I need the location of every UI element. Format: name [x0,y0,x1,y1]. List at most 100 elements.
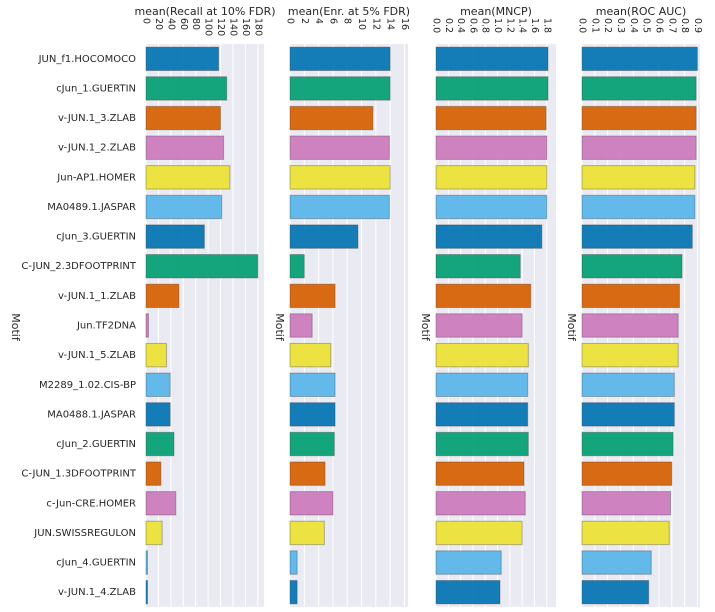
panel-1-tick-label: 60 [178,18,189,30]
category-label-jun-swissregulon: JUN.SWISSREGULON [33,528,136,539]
panel-1-bar-v-jun-1-1-zlab [145,283,180,309]
category-label-c-jun-1-3dfootprint: C-JUN_1.3DFOOTPRINT [21,469,137,480]
panel-1-bar-cjun-3-guertin [145,224,205,249]
panel-3-bar-cjun-2-guertin [435,431,529,457]
category-label-jun-ap1-homer: Jun-AP1.HOMER [56,172,136,183]
panel-3-tick-label: 1.2 [504,18,515,33]
panel-3-title: mean(MNCP) [460,5,532,18]
panel-3-bar-jun-ap1-homer [435,165,548,190]
panel-3-tick-label: 0.6 [467,18,478,33]
category-label-v-jun-1-2-zlab: v-JUN.1_2.ZLAB [58,143,136,154]
panel-3-bar-jun-tf2dna [435,313,523,338]
panel-1-tick-label: 140 [227,18,238,36]
panel-1-tick-label: 180 [252,18,263,36]
panel-4-bar-jun-f1-hocomoco [581,46,698,72]
category-label-c-jun-2-3dfootprint: C-JUN_2.3DFOOTPRINT [21,261,137,272]
panel-1-bar-jun-tf2dna [145,313,149,338]
panel-1-bar-cjun-4-guertin [145,550,148,575]
panel-3-bar-v-jun-1-5-zlab [435,342,529,368]
panel-1-bar-cjun-2-guertin [145,431,175,457]
panel-3-bar-cjun-3-guertin [435,224,543,249]
panel-1-title: mean(Recall at 10% FDR) [134,5,275,18]
panel-4-bar-v-jun-1-5-zlab [581,342,679,368]
panel-3-bar-m2289-1-02-cis-bp [435,372,529,397]
panel-4-bar-cjun-1-guertin [581,76,697,101]
panel-2-bar-cjun-3-guertin [289,224,359,249]
panel-1-bar-ma0489-1-jaspar [145,194,223,220]
panel-2-tick-label: 12 [370,18,381,30]
panel-4-bar-jun-tf2dna [581,313,679,338]
category-label-ma0489-1-jaspar: MA0489.1.JASPAR [47,202,136,213]
panel-4-tick-label: 0.3 [615,18,626,33]
panel-2-bar-ma0488-1-jaspar [289,402,336,427]
panel-3-bar-jun-f1-hocomoco [435,46,549,72]
panel-1-tick-label: 0 [141,18,152,24]
panel-2-bar-c-jun-cre-homer [289,491,334,516]
panel-3-bar-v-jun-1-3-zlab [435,105,547,131]
panel-3-tick-label: 0.0 [431,18,442,33]
panel-3-tick-label: 1.8 [541,18,552,33]
panel-2-bar-cjun-1-guertin [289,76,391,101]
panel-4-bar-jun-ap1-homer [581,165,696,190]
panel-1-ylabel: Motif [9,313,22,342]
panel-2-tick-label: 2 [299,18,310,24]
panel-3-bar-ma0488-1-jaspar [435,402,529,427]
panel-3-tick-label: 0.2 [443,18,454,33]
panel-4-bar-c-jun-2-3dfootprint [581,254,683,279]
panel-1-bar-v-jun-1-3-zlab [145,105,222,131]
panel-2-tick-label: 16 [399,18,410,30]
category-label-v-jun-1-4-zlab: v-JUN.1_4.ZLAB [58,587,136,598]
panel-4-tick-label: 0.2 [602,18,613,33]
panel-1-bar-c-jun-2-3dfootprint [145,254,259,279]
panel-4-bar-v-jun-1-1-zlab [581,283,680,309]
panel-2-bar-jun-f1-hocomoco [289,46,391,72]
panel-3-bar-jun-swissregulon [435,520,523,546]
category-label-jun-tf2dna: Jun.TF2DNA [76,321,136,332]
panel-2-bar-v-jun-1-3-zlab [289,105,374,131]
panel-3-ylabel: Motif [419,313,432,342]
panel-4-bar-cjun-3-guertin [581,224,693,249]
panel-4-tick-label: 0.7 [666,18,677,33]
panel-3-tick-label: 1.4 [517,18,528,33]
panel-3-bar-cjun-4-guertin [435,550,502,575]
panel-1-bar-v-jun-1-2-zlab [145,135,225,160]
panel-2-title: mean(Enr. at 5% FDR) [288,5,410,18]
panel-3-bar-c-jun-2-3dfootprint [435,254,521,279]
panel-3-tick-label: 1.6 [529,18,540,33]
panel-2-bar-v-jun-1-4-zlab [289,579,298,605]
category-label-v-jun-1-3-zlab: v-JUN.1_3.ZLAB [58,113,136,124]
category-label-cjun-2-guertin: cJun_2.GUERTIN [56,439,136,450]
panel-4-bar-cjun-4-guertin [581,550,652,575]
panel-1-tick-label: 40 [165,18,176,30]
panel-4-bar-cjun-2-guertin [581,431,674,457]
panel-1-bar-m2289-1-02-cis-bp [145,372,171,397]
panel-2-tick-label: 4 [313,18,324,24]
panel-1-bar-c-jun-1-3dfootprint [145,461,162,486]
panel-4-bar-m2289-1-02-cis-bp [581,372,675,397]
panel-4-tick-label: 0.9 [692,18,703,33]
panel-1-tick-label: 100 [203,18,214,36]
panel-2-bar-v-jun-1-2-zlab [289,135,390,160]
panel-2-bar-cjun-4-guertin [289,550,298,575]
panel-2-bar-v-jun-1-5-zlab [289,342,332,368]
panel-1-tick-label: 120 [215,18,226,36]
panel-3-bar-cjun-1-guertin [435,76,549,101]
panel-3-bar-v-jun-1-4-zlab [435,579,501,605]
panel-3-bar-c-jun-1-3dfootprint [435,461,525,486]
panel-4-bar-jun-swissregulon [581,520,670,546]
panel-1-tick-label: 80 [190,18,201,30]
panel-2-bar-jun-ap1-homer [289,165,391,190]
panel-4-bar-ma0488-1-jaspar [581,402,675,427]
panel-4-bar-c-jun-cre-homer [581,491,671,516]
panel-2-ylabel: Motif [273,313,286,342]
panel-1-bar-v-jun-1-4-zlab [145,579,148,605]
panel-4-tick-label: 0.4 [628,18,639,33]
panel-4-tick-label: 0.0 [577,18,588,33]
panel-2-bar-m2289-1-02-cis-bp [289,372,336,397]
panel-1-bar-cjun-1-guertin [145,76,228,101]
panel-4-ylabel: Motif [565,313,578,342]
panel-2-tick-label: 14 [385,18,396,30]
panel-4-tick-label: 0.8 [679,18,690,33]
category-label-ma0488-1-jaspar: MA0488.1.JASPAR [47,409,136,420]
panel-1-bar-jun-ap1-homer [145,165,231,190]
